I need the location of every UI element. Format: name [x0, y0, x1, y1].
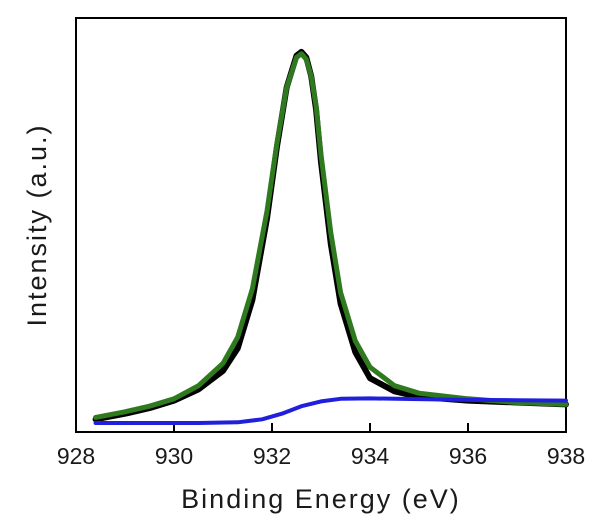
x-tick-label: 936	[449, 443, 487, 469]
series-line-3	[93, 396, 568, 425]
y-axis-title: Intensity (a.u.)	[22, 123, 52, 326]
x-tick-label: 934	[351, 443, 390, 469]
x-ticks: 928 930 932 934 936 938	[57, 423, 585, 469]
x-tick-label: 930	[155, 443, 193, 469]
x-tick-label: 932	[253, 443, 291, 469]
x-axis-title: Binding Energy (eV)	[181, 484, 461, 514]
x-tick-label: 938	[547, 443, 585, 469]
series-layer	[92, 48, 569, 425]
series-line-2	[93, 51, 569, 420]
x-tick-label: 928	[57, 443, 95, 469]
plot-frame	[75, 17, 567, 433]
